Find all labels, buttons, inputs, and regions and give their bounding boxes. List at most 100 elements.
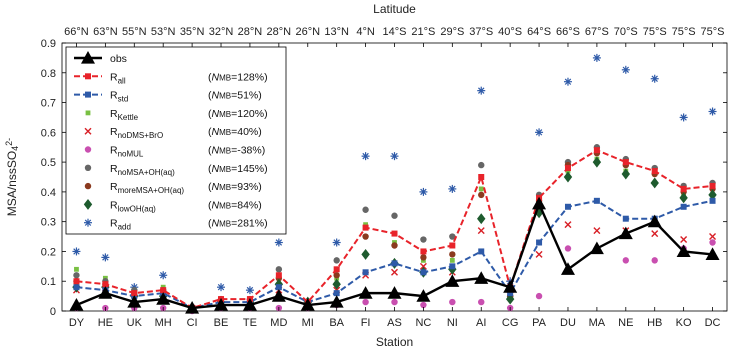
y-axis-title: MSA/nssSO42- <box>4 138 21 216</box>
data-point <box>332 238 341 247</box>
data-point <box>127 295 142 308</box>
latitude-tick-label: 40°S <box>498 26 522 38</box>
data-point <box>449 298 456 306</box>
data-point <box>647 214 662 228</box>
data-point <box>102 281 109 288</box>
data-point <box>592 156 602 168</box>
data-point <box>131 290 138 297</box>
data-point <box>391 260 398 267</box>
data-point <box>449 233 456 240</box>
data-point <box>361 152 370 161</box>
y-tick-label: 0.6 <box>41 127 56 139</box>
data-point <box>362 206 369 213</box>
data-point <box>391 298 398 306</box>
x-tick-label: KO <box>676 317 692 329</box>
latitude-tick-label: 53°N <box>151 26 176 38</box>
legend-marker <box>85 73 91 80</box>
legend-entry: Rstd (NMB=51%) <box>74 90 262 104</box>
x-tick-label: CI <box>187 317 198 329</box>
data-point <box>505 293 515 305</box>
data-point <box>478 186 484 192</box>
data-point <box>535 128 544 137</box>
legend-entry: Rall (NMB=128%) <box>74 71 268 85</box>
x-tick-label: MD <box>270 317 287 329</box>
latitude-tick-label: 67°S <box>585 26 609 38</box>
x-tick-label: BE <box>214 317 229 329</box>
latitude-tick-label: 28°N <box>238 26 263 38</box>
legend-entry: RKettle (NMB=120%) <box>85 108 268 122</box>
data-point <box>214 298 229 311</box>
legend-entry: obs <box>74 51 127 65</box>
data-point <box>275 284 282 291</box>
data-point <box>420 236 427 243</box>
data-point <box>593 227 601 235</box>
data-point <box>73 278 80 285</box>
data-point <box>358 286 373 299</box>
legend-box <box>65 46 287 235</box>
data-point <box>592 53 601 62</box>
x-tick-label: NE <box>618 317 633 329</box>
data-point <box>390 152 399 161</box>
data-point <box>564 203 571 210</box>
latitude-tick-label: 64°S <box>527 26 551 38</box>
latitude-tick-label: 37°S <box>469 26 493 38</box>
legend-nmb: (NMB=93%) <box>208 181 262 193</box>
data-point <box>391 230 398 237</box>
data-point <box>275 272 282 279</box>
data-point <box>680 203 687 210</box>
data-point <box>680 185 687 192</box>
x-tick-label: CG <box>502 317 519 329</box>
data-point <box>156 292 171 305</box>
x-tick-label: UK <box>127 317 143 329</box>
data-point <box>679 192 688 204</box>
data-point <box>449 257 455 263</box>
legend-marker <box>84 146 92 153</box>
latitude-tick-label: 13°N <box>324 26 349 38</box>
data-point <box>275 266 283 273</box>
data-point <box>98 286 113 299</box>
latitude-tick-label: 21°S <box>411 26 435 38</box>
data-point <box>391 268 398 276</box>
data-point <box>560 262 575 275</box>
data-point <box>333 266 340 273</box>
data-point <box>449 251 456 258</box>
legend-marker <box>84 164 92 171</box>
data-point <box>676 244 691 258</box>
data-point <box>300 298 315 311</box>
legend-entry: Radd (NMB=281%) <box>84 218 268 232</box>
series-nomul <box>73 239 716 315</box>
data-point <box>420 254 427 261</box>
data-point <box>478 191 485 199</box>
legend-nmb: (NMB=-38%) <box>208 145 265 157</box>
data-point <box>589 241 604 255</box>
data-point <box>535 250 543 258</box>
data-point <box>474 271 489 284</box>
data-point <box>362 233 369 240</box>
y-tick-label: 0.5 <box>41 157 56 169</box>
data-point <box>449 242 456 249</box>
data-point <box>387 286 402 299</box>
data-point <box>705 247 720 261</box>
data-point <box>477 227 485 235</box>
data-point <box>708 189 717 201</box>
data-point <box>271 289 286 302</box>
latitude-tick-label: 29°S <box>440 26 464 38</box>
x-tick-label: FI <box>361 317 371 329</box>
legend-nmb: (NMB=281%) <box>208 218 268 230</box>
data-point <box>563 77 572 86</box>
latitude-tick-label: 66°N <box>64 26 89 38</box>
data-point <box>618 226 633 240</box>
data-point <box>160 287 167 294</box>
x-tick-label: DU <box>560 317 576 329</box>
data-point <box>73 272 80 279</box>
data-point <box>420 301 427 309</box>
x-tick-label: AI <box>476 317 486 329</box>
data-point <box>477 86 486 95</box>
data-point <box>535 292 543 300</box>
data-point <box>101 253 110 262</box>
x-tick-label: DC <box>705 317 721 329</box>
latitude-tick-label: 55°N <box>122 26 147 38</box>
latitude-tick-label: 26°N <box>295 26 320 38</box>
data-point <box>274 238 283 247</box>
